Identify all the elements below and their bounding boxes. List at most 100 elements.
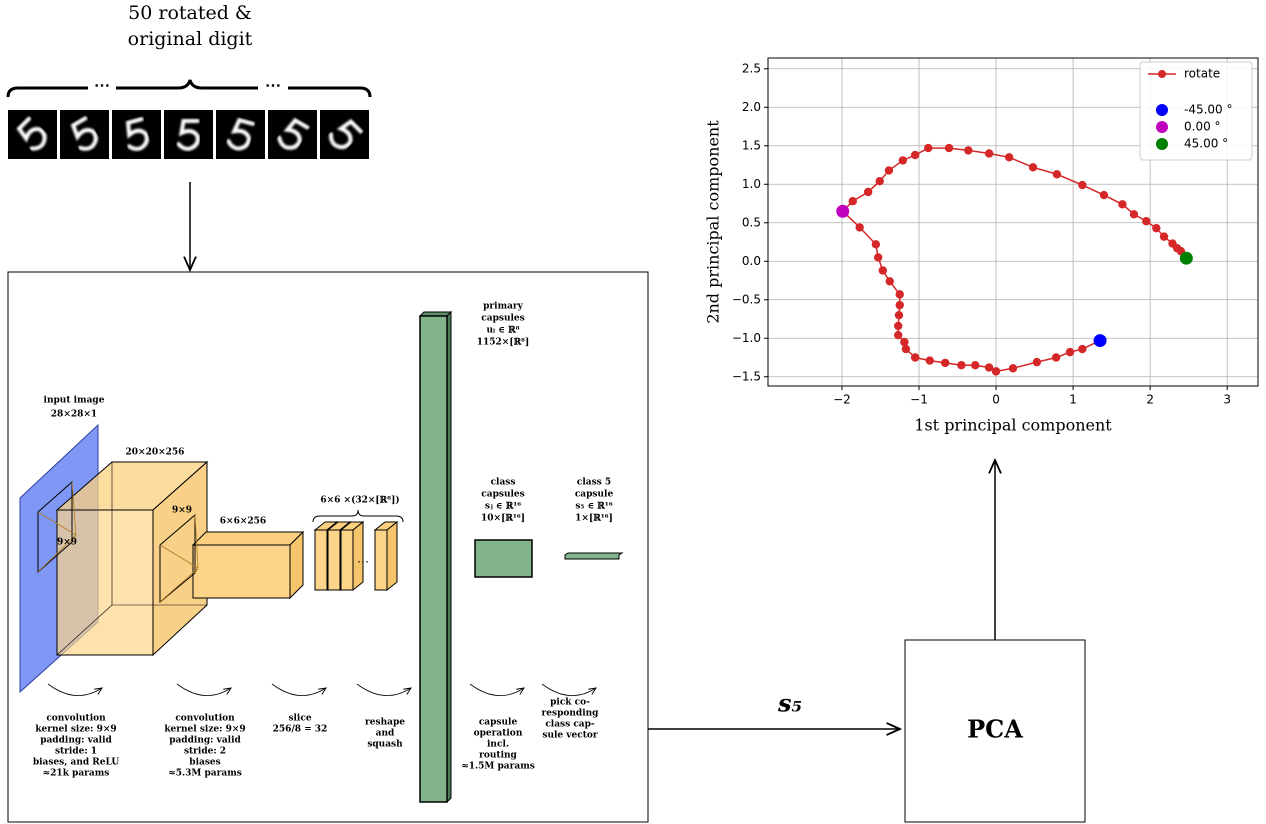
- point: [1078, 181, 1086, 189]
- op-label: padding: valid: [169, 736, 241, 746]
- feature-box: [193, 545, 290, 598]
- op-label: biases, and ReLU: [33, 758, 120, 768]
- angle-marker: [836, 205, 849, 218]
- op-label: squash: [367, 740, 403, 750]
- op-label: responding: [542, 709, 600, 719]
- point: [876, 177, 884, 185]
- legend-marker: [1156, 121, 1168, 133]
- brace-dots: ⋯: [265, 76, 281, 95]
- point: [855, 223, 863, 231]
- op-label: slice: [288, 714, 311, 724]
- slices: [315, 522, 397, 590]
- point: [896, 301, 904, 309]
- feature-box-top: [193, 532, 303, 545]
- legend-label: -45.00 °: [1184, 103, 1233, 117]
- point: [895, 311, 903, 319]
- y-tick-label: −0.5: [732, 292, 761, 306]
- digit-image: [164, 110, 213, 159]
- op-label: biases: [189, 758, 220, 768]
- chart: −2−10123−1.5−1.0−0.50.00.51.01.52.02.51s…: [704, 58, 1259, 435]
- point: [924, 144, 932, 152]
- layer-label: uᵢ ∈ ℝ⁸: [486, 326, 519, 336]
- y-tick-label: 1.0: [742, 177, 761, 191]
- legend-marker: [1156, 104, 1168, 116]
- op-arrow: [357, 684, 411, 696]
- point: [1142, 217, 1150, 225]
- op-label: class cap-: [545, 720, 595, 730]
- op-label: routing: [479, 751, 517, 761]
- digit-image: [112, 110, 161, 159]
- layer-label: 1152×[ℝ⁸]: [477, 338, 530, 348]
- point: [1160, 232, 1168, 240]
- digit-image: [216, 110, 265, 159]
- layer-label: 1×[ℝ¹⁶]: [575, 514, 613, 524]
- point: [872, 240, 880, 248]
- y-tick-label: −1.5: [732, 369, 761, 383]
- op-label: operation: [474, 729, 523, 739]
- point: [957, 361, 965, 369]
- x-tick-label: −2: [833, 393, 851, 407]
- op-label: sule vector: [542, 731, 597, 741]
- point: [899, 156, 907, 164]
- x-tick-label: 3: [1223, 393, 1231, 407]
- legend-label: rotate: [1184, 67, 1220, 81]
- slice: [315, 530, 327, 590]
- digit-image: [268, 110, 317, 159]
- op-label: kernel size: 9×9: [35, 725, 116, 735]
- point: [879, 266, 887, 274]
- point: [874, 253, 882, 261]
- layer-label: class 5: [577, 478, 611, 488]
- point: [985, 363, 993, 371]
- kernel-label: 9×9: [172, 506, 192, 516]
- y-tick-label: 0.5: [742, 215, 761, 229]
- layer-size: 6×6×256: [220, 517, 266, 527]
- layer-label: primary: [483, 302, 524, 312]
- y-axis-label: 2nd principal component: [704, 120, 723, 324]
- point: [945, 144, 953, 152]
- y-tick-label: 2.0: [742, 100, 761, 114]
- op-arrow: [470, 684, 524, 696]
- point: [1066, 348, 1074, 356]
- legend-label: 45.00 °: [1184, 137, 1228, 151]
- layer-size: 20×20×256: [126, 448, 185, 458]
- primary-capsules: [420, 316, 447, 802]
- point: [964, 146, 972, 154]
- x-tick-label: 1: [1069, 393, 1077, 407]
- pca-label: PCA: [967, 715, 1023, 744]
- op-label: convolution: [46, 714, 106, 724]
- x-tick-label: 0: [992, 393, 1000, 407]
- diagram: ⋯ ⋯ ⋯ 9×9 20×20×256 9×9 6×6×256: [8, 2, 1085, 822]
- brace: [8, 80, 370, 97]
- point: [1033, 358, 1041, 366]
- op-label: padding: valid: [40, 736, 112, 746]
- slice: [375, 530, 387, 590]
- class5-capsule: [565, 553, 622, 559]
- brace: [313, 510, 403, 522]
- caption: original digit: [128, 28, 253, 50]
- point: [911, 151, 919, 159]
- angle-marker: [1094, 334, 1107, 347]
- layer-label: capsule: [575, 490, 614, 500]
- y-tick-label: 1.5: [742, 138, 761, 152]
- point: [971, 361, 979, 369]
- y-tick-label: 0.0: [742, 254, 761, 268]
- point: [1029, 163, 1037, 171]
- point: [1152, 224, 1160, 232]
- y-tick-label: 2.5: [742, 61, 761, 75]
- op-label: and: [376, 729, 395, 739]
- layer-label: 28×28×1: [51, 410, 97, 420]
- digit-image: [8, 110, 57, 159]
- op-label: incl.: [487, 740, 509, 750]
- point: [1130, 210, 1138, 218]
- point: [900, 338, 908, 346]
- op-label: convolution: [175, 714, 235, 724]
- point: [926, 356, 934, 364]
- figure: ⋯ ⋯ ⋯ 9×9 20×20×256 9×9 6×6×256: [0, 0, 1266, 824]
- layer-label: capsules: [481, 490, 524, 500]
- point: [902, 345, 910, 353]
- point: [894, 331, 902, 339]
- y-tick-label: −1.0: [732, 331, 761, 345]
- op-arrow: [48, 684, 102, 696]
- digit-image: [320, 110, 369, 159]
- op-label: 256/8 = 32: [273, 725, 328, 735]
